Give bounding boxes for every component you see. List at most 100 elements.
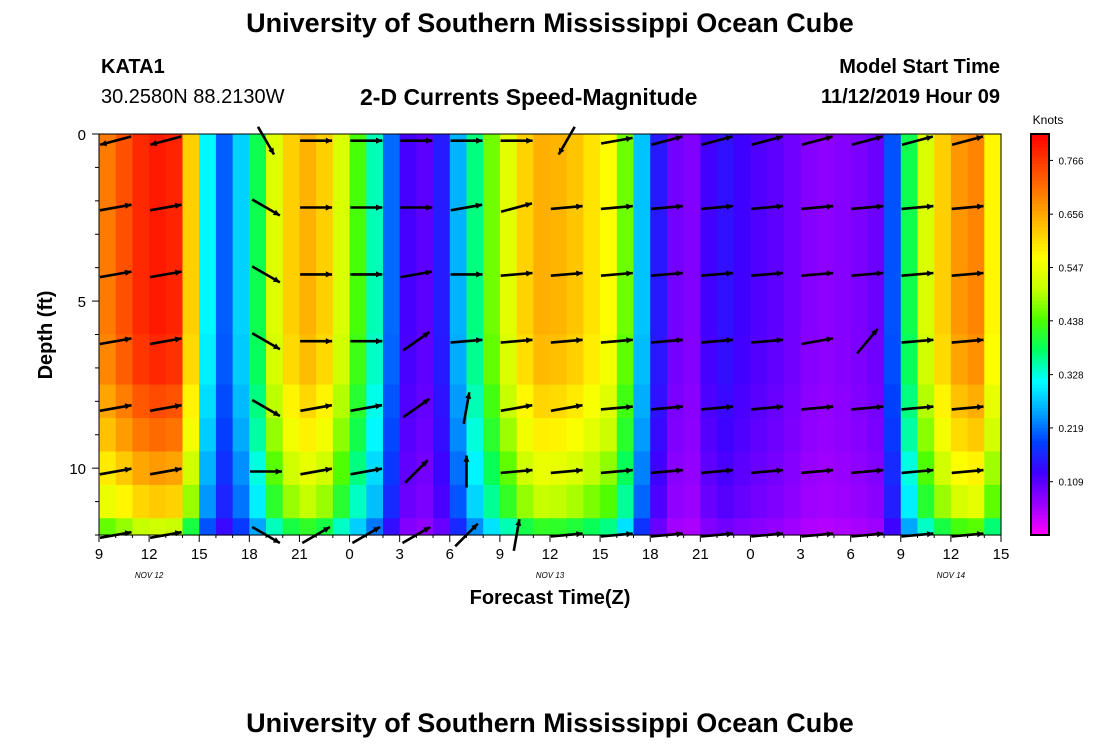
heatmap-cell bbox=[483, 134, 501, 202]
heatmap-cell bbox=[633, 418, 651, 453]
heatmap-cell bbox=[282, 518, 301, 536]
current-arrow bbox=[99, 336, 132, 346]
heatmap-cell bbox=[182, 267, 200, 336]
current-arrow bbox=[700, 203, 734, 211]
heatmap-cell bbox=[149, 334, 167, 386]
heatmap-cell bbox=[449, 518, 468, 536]
heatmap-cell bbox=[433, 384, 451, 419]
current-arrow bbox=[350, 338, 383, 345]
current-arrow bbox=[500, 270, 533, 277]
heatmap-cell bbox=[199, 484, 217, 519]
colorbar-segment bbox=[1031, 227, 1049, 232]
heatmap-cell bbox=[800, 384, 818, 419]
heatmap-cell bbox=[833, 484, 852, 519]
heatmap-cell bbox=[616, 484, 635, 519]
x-tick-label: 9 bbox=[496, 546, 504, 563]
current-arrow bbox=[300, 338, 333, 345]
heatmap-cell bbox=[633, 267, 651, 336]
heatmap-cell bbox=[583, 384, 601, 419]
heatmap-cell bbox=[967, 334, 985, 386]
heatmap-cell bbox=[666, 418, 685, 453]
colorbar-segment bbox=[1031, 210, 1049, 215]
colorbar-segment bbox=[1031, 488, 1049, 493]
colorbar-segment bbox=[1031, 220, 1049, 225]
heatmap-cell bbox=[266, 418, 284, 453]
heatmap-cell bbox=[316, 484, 334, 519]
heatmap-cell bbox=[149, 484, 167, 519]
current-arrow bbox=[400, 137, 433, 144]
current-arrow bbox=[99, 403, 132, 413]
current-arrow bbox=[700, 337, 734, 344]
heatmap-cell bbox=[282, 484, 301, 519]
heatmap-cell bbox=[399, 267, 417, 336]
current-arrow bbox=[251, 198, 281, 217]
heatmap-cell bbox=[733, 451, 752, 486]
colorbar-segment bbox=[1031, 207, 1049, 212]
heatmap-cell bbox=[700, 518, 718, 536]
current-arrow bbox=[149, 466, 182, 476]
heatmap-cell bbox=[516, 518, 534, 536]
heatmap-cell bbox=[867, 267, 885, 336]
colorbar-segment bbox=[1031, 408, 1049, 412]
heatmap-cell bbox=[934, 334, 952, 386]
heatmap-cell bbox=[650, 200, 668, 269]
heatmap-cell bbox=[700, 267, 718, 336]
heatmap-cell bbox=[850, 200, 868, 269]
heatmap-cell bbox=[483, 518, 501, 536]
heatmap-cell bbox=[783, 518, 802, 536]
heatmap-cell bbox=[449, 418, 468, 453]
heatmap-cell bbox=[382, 134, 401, 202]
heatmap-cell bbox=[332, 200, 351, 269]
colorbar-segment bbox=[1031, 491, 1049, 496]
current-arrow bbox=[300, 466, 333, 476]
heatmap-cell bbox=[399, 518, 417, 536]
heatmap-cell bbox=[316, 418, 334, 453]
heatmap-cell bbox=[266, 451, 284, 486]
heatmap-cell bbox=[700, 134, 718, 202]
heatmap-cell bbox=[967, 384, 985, 419]
heatmap-cell bbox=[616, 518, 635, 536]
heatmap-cell bbox=[550, 384, 568, 419]
heatmap-cell bbox=[199, 267, 217, 336]
colorbar-segment bbox=[1031, 187, 1049, 192]
heatmap-cell bbox=[767, 384, 785, 419]
colorbar-segment bbox=[1031, 528, 1049, 533]
heatmap-cell bbox=[332, 384, 351, 419]
heatmap-cell bbox=[215, 384, 234, 419]
heatmap-cell bbox=[733, 518, 752, 536]
heatmap-cell bbox=[900, 418, 919, 453]
heatmap-cell bbox=[282, 451, 301, 486]
current-arrow bbox=[650, 203, 684, 211]
colorbar-segment bbox=[1031, 267, 1049, 272]
colorbar-tick-label: 0.219 bbox=[1058, 424, 1083, 435]
heatmap-cell bbox=[99, 200, 117, 269]
colorbar-segment bbox=[1031, 230, 1049, 235]
colorbar-segment bbox=[1031, 234, 1049, 239]
heatmap-cell bbox=[132, 384, 150, 419]
colorbar-segment bbox=[1031, 531, 1049, 536]
colorbar-segment bbox=[1031, 160, 1049, 165]
heatmap-cell bbox=[683, 267, 701, 336]
colorbar-segment bbox=[1031, 347, 1049, 352]
heatmap-cell bbox=[767, 484, 785, 519]
heatmap-cell bbox=[466, 267, 484, 336]
heatmap-cell bbox=[666, 484, 685, 519]
footer-title: University of Southern Mississippi Ocean… bbox=[246, 708, 854, 738]
heatmap-cell bbox=[349, 134, 367, 202]
heatmap-cell bbox=[900, 134, 919, 202]
colorbar-segment bbox=[1031, 377, 1049, 382]
x-tick-label: 0 bbox=[746, 546, 754, 563]
colorbar-segment bbox=[1031, 321, 1049, 326]
heatmap-cell bbox=[416, 484, 434, 519]
heatmap-cell bbox=[583, 200, 601, 269]
heatmap-cell bbox=[967, 200, 985, 269]
heatmap-cell bbox=[800, 334, 818, 386]
heatmap-cell bbox=[165, 484, 184, 519]
heatmap-cell bbox=[132, 200, 150, 269]
current-arrow bbox=[450, 202, 483, 212]
current-arrow bbox=[251, 398, 281, 418]
heatmap-cell bbox=[817, 200, 835, 269]
heatmap-cell bbox=[533, 451, 551, 486]
current-arrow bbox=[801, 135, 834, 147]
current-arrow bbox=[350, 466, 383, 476]
